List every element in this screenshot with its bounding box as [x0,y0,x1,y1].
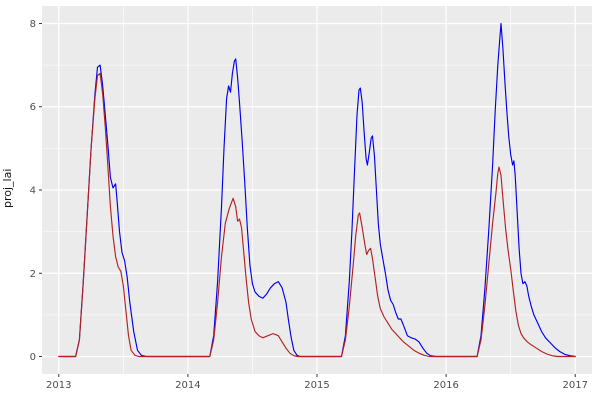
x-tick-label: 2017 [562,380,587,391]
red-series-line [58,72,576,358]
x-tick-label: 2013 [46,380,71,391]
y-tick-label: 4 [30,186,36,197]
blue-series-line [58,22,576,358]
y-tick-label: 6 [30,102,36,113]
x-tick-label: 2016 [433,380,458,391]
y-tick-label: 0 [30,352,36,363]
y-tick-label: 2 [30,269,36,280]
x-tick-label: 2015 [304,380,329,391]
y-axis-title: proj_lai [1,168,14,208]
x-tick-label: 2014 [175,380,200,391]
y-tick-label: 8 [30,19,36,30]
